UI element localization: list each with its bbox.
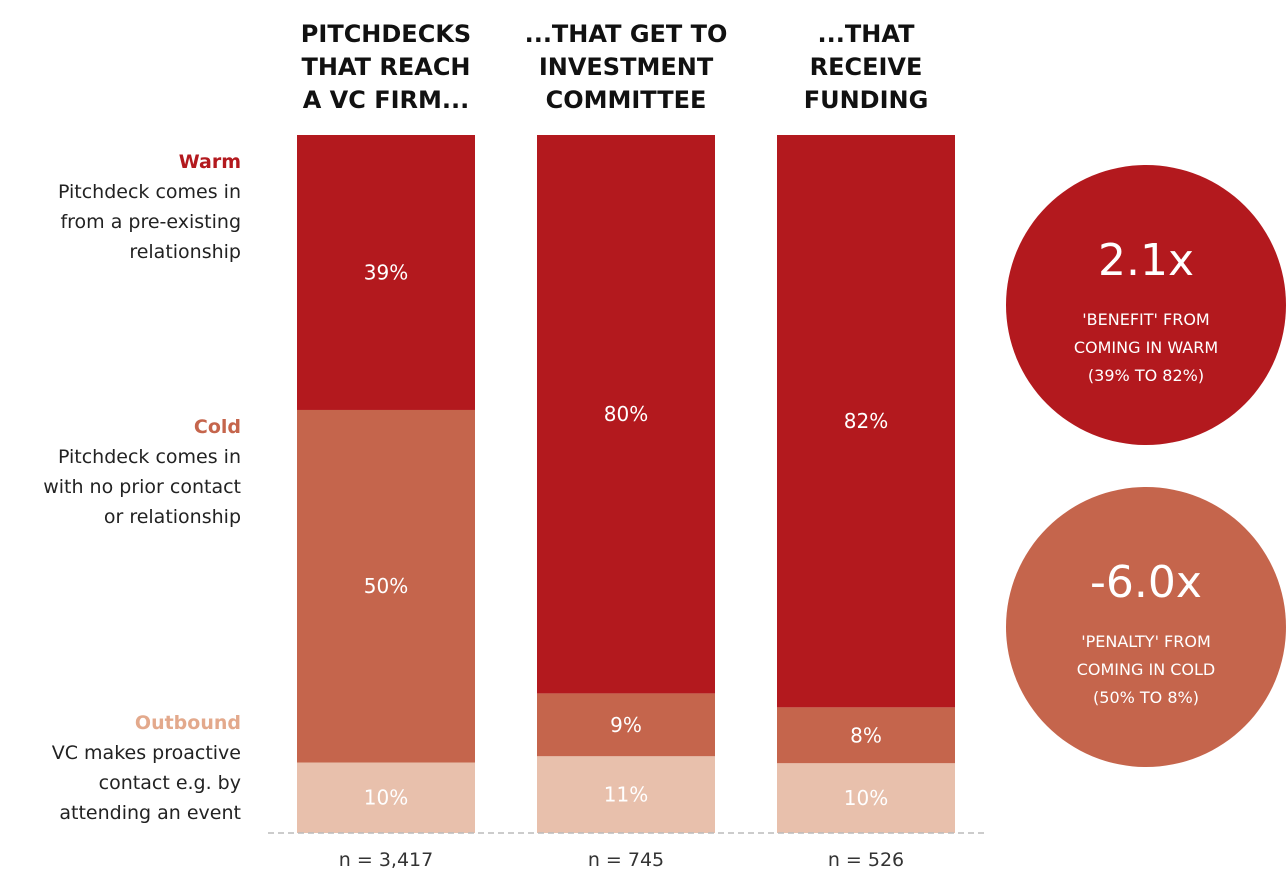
- bar-cold-2: [777, 707, 955, 764]
- column-title-line: THAT REACH: [301, 53, 470, 81]
- segment-label-warm-2: 82%: [844, 409, 888, 433]
- annotation-text-line: COMING IN COLD: [1077, 660, 1216, 679]
- bar-outbound-2: [777, 763, 955, 833]
- legend-description-line: contact e.g. by: [99, 772, 241, 794]
- column-title-line: PITCHDECKS: [301, 20, 471, 48]
- column-title-line: ...THAT GET TO: [525, 20, 728, 48]
- column-title-line: INVESTMENT: [539, 53, 714, 81]
- column-title-0: PITCHDECKS THAT REACH A VC FIRM...: [301, 20, 471, 114]
- annotation-circle-shape: [1006, 487, 1286, 767]
- annotation-circle-1: -6.0x 'PENALTY' FROM COMING IN COLD (50% TO…: [1006, 487, 1286, 767]
- annotation-text-line: (39% TO 82%): [1088, 366, 1204, 385]
- column-title-line: FUNDING: [804, 86, 929, 114]
- segment-label-warm-1: 80%: [604, 402, 648, 426]
- segment-label-cold-1: 9%: [610, 713, 642, 737]
- legend-description-line: relationship: [129, 241, 241, 263]
- legend-description-line: attending an event: [59, 802, 241, 824]
- column-title-2: ...THAT RECEIVE FUNDING: [804, 20, 929, 114]
- bar-warm-2: [777, 135, 955, 708]
- annotation-value: 2.1x: [1098, 235, 1194, 286]
- annotation-circle-shape: [1006, 165, 1286, 445]
- annotation-text-line: COMING IN WARM: [1074, 338, 1218, 357]
- bar-outbound-1: [537, 756, 715, 833]
- column-title-line: ...THAT: [818, 20, 916, 48]
- annotation-value: -6.0x: [1090, 557, 1202, 608]
- legend: Warm Pitchdeck comes in from a pre-existin…: [43, 151, 241, 824]
- sample-size-2: n = 526: [828, 849, 904, 871]
- sample-size-labels: n = 3,417 n = 745 n = 526: [339, 849, 904, 871]
- legend-description-line: with no prior contact: [43, 476, 241, 498]
- segment-label-warm-0: 39%: [364, 260, 408, 284]
- legend-description-line: from a pre-existing: [60, 211, 241, 233]
- legend-description-line: Pitchdeck comes in: [58, 181, 241, 203]
- legend-item-cold: Cold Pitchdeck comes in with no prior cont…: [43, 416, 241, 528]
- bar-cold-0: [297, 409, 475, 763]
- legend-name: Outbound: [135, 712, 241, 734]
- sample-size-1: n = 745: [588, 849, 664, 871]
- column-titles: PITCHDECKS THAT REACH A VC FIRM... ...THAT …: [301, 20, 929, 114]
- segment-label-outbound-1: 11%: [604, 783, 648, 807]
- annotation-text-line: 'PENALTY' FROM: [1081, 632, 1211, 651]
- annotation-text-line: (50% TO 8%): [1093, 688, 1199, 707]
- column-title-1: ...THAT GET TO INVESTMENT COMMITTEE: [525, 20, 728, 114]
- legend-description-line: VC makes proactive: [52, 742, 241, 764]
- annotation-circles: 2.1x 'BENEFIT' FROM COMING IN WARM (39% TO …: [1006, 165, 1286, 767]
- bars: [297, 135, 955, 833]
- legend-description-line: Pitchdeck comes in: [58, 446, 241, 468]
- bar-warm-1: [537, 135, 715, 694]
- segment-label-cold-2: 8%: [850, 723, 882, 747]
- annotation-circle-0: 2.1x 'BENEFIT' FROM COMING IN WARM (39% TO …: [1006, 165, 1286, 445]
- column-title-line: RECEIVE: [810, 53, 923, 81]
- sample-size-0: n = 3,417: [339, 849, 433, 871]
- segment-labels: 10% 50% 39% 11% 9% 80% 10% 8% 82%: [364, 260, 888, 810]
- legend-item-warm: Warm Pitchdeck comes in from a pre-existin…: [58, 151, 241, 263]
- bar-cold-1: [537, 693, 715, 757]
- legend-name: Warm: [179, 151, 241, 173]
- bar-warm-0: [297, 135, 475, 410]
- bar-outbound-0: [297, 762, 475, 833]
- annotation-text-line: 'BENEFIT' FROM: [1082, 310, 1209, 329]
- legend-item-outbound: Outbound VC makes proactive contact e.g. b…: [52, 712, 241, 824]
- legend-name: Cold: [194, 416, 241, 438]
- column-title-line: A VC FIRM...: [303, 86, 470, 114]
- segment-label-outbound-0: 10%: [364, 786, 408, 810]
- segment-label-cold-0: 50%: [364, 574, 408, 598]
- legend-description-line: or relationship: [104, 506, 241, 528]
- column-title-line: COMMITTEE: [546, 86, 707, 114]
- segment-label-outbound-2: 10%: [844, 786, 888, 810]
